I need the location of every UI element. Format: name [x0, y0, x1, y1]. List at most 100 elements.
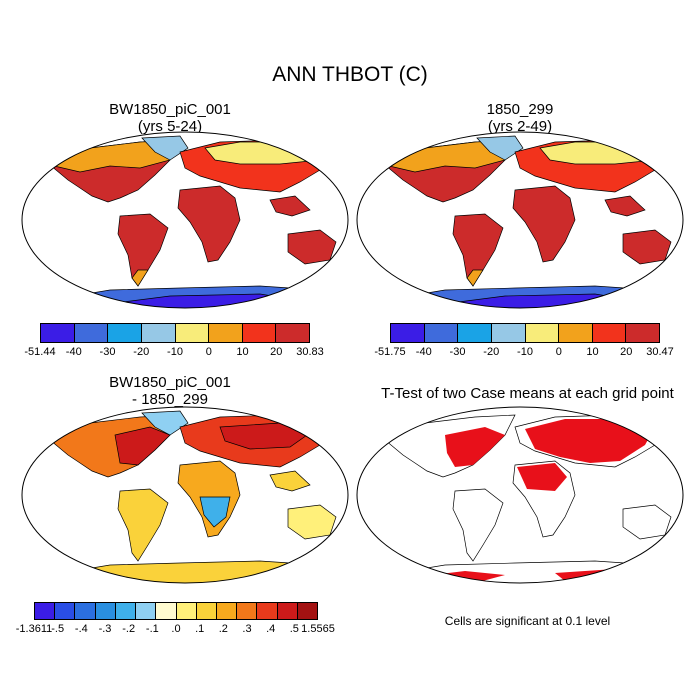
map-case1 — [21, 131, 349, 309]
greenland — [476, 135, 524, 161]
colorbar-tick-label: -51.44 — [24, 346, 56, 358]
colorbar-tick-label: -40 — [415, 346, 432, 358]
diff-title-minus: - 1850_299 — [132, 391, 208, 408]
africa — [512, 185, 576, 263]
colorbar-swatch — [108, 324, 142, 342]
colorbar-tick-label: 20 — [270, 346, 283, 358]
colorbar-tick-label: -20 — [483, 346, 500, 358]
colorbar-swatch — [175, 324, 210, 342]
colorbar-swatch — [209, 324, 243, 342]
colorbar-tick-label: -20 — [133, 346, 150, 358]
colorbar-tick-label: .1 — [195, 623, 205, 635]
colorbar-swatch — [115, 603, 137, 619]
colorbar-swatch — [74, 324, 109, 342]
panel-title-ttest: T-Test of two Case means at each grid po… — [381, 385, 674, 402]
colorbar-swatch — [156, 603, 177, 619]
map-difference — [21, 406, 349, 584]
north-america-east — [114, 426, 171, 466]
colorbar-tick-label: 30.83 — [296, 346, 324, 358]
colorbar-tick-label: -30 — [449, 346, 466, 358]
colorbar-tick-label: -.1 — [145, 623, 159, 635]
colorbar-tick-label: .4 — [266, 623, 276, 635]
colorbar-swatch — [35, 603, 56, 619]
colorbar-tick-label: 0 — [205, 346, 212, 358]
colorbar-swatch — [41, 324, 75, 342]
colorbar-tick-label: -40 — [65, 346, 82, 358]
colorbar-swatch — [277, 603, 298, 619]
diff-title-name: BW1850_piC_001 — [109, 374, 231, 391]
colorbar-swatch — [491, 324, 526, 342]
colorbar-swatch — [216, 603, 238, 619]
colorbar-swatch — [176, 603, 197, 619]
colorbar-swatch — [242, 324, 277, 342]
colorbar-tick-label: 0 — [555, 346, 562, 358]
significant-north-america — [445, 427, 505, 467]
colorbar-swatch — [257, 603, 278, 619]
map-outline — [356, 406, 684, 584]
colorbar-swatch — [424, 324, 459, 342]
colorbar-case2-swatches — [390, 323, 660, 343]
colorbar-tick-label: .5 — [289, 623, 299, 635]
panel-title-case2: 1850_299 (yrs 2-49) — [420, 101, 620, 135]
case2-title-years: (yrs 2-49) — [487, 118, 553, 135]
colorbar-swatch — [297, 603, 318, 619]
colorbar-swatch — [75, 603, 96, 619]
map-outline — [21, 406, 349, 584]
colorbar-case1-labels: -51.44 -40 -30 -20 -10 0 10 20 30.83 — [24, 346, 323, 362]
colorbar-swatch — [276, 324, 309, 342]
colorbar-tick-label: 20 — [620, 346, 633, 358]
colorbar-swatch — [55, 603, 76, 619]
map-ttest — [356, 406, 684, 584]
colorbar-tick-label: -.4 — [74, 623, 88, 635]
colorbar-swatch — [391, 324, 425, 342]
siberia — [204, 141, 326, 165]
panel-title-case1: BW1850_piC_001 (yrs 5-24) — [70, 101, 270, 135]
colorbar-case1: -51.44 -40 -30 -20 -10 0 10 20 30.83 — [24, 323, 324, 362]
colorbar-case2-labels: -51.75 -40 -30 -20 -10 0 10 20 30.47 — [374, 346, 673, 362]
case1-title-name: BW1850_piC_001 — [109, 101, 231, 118]
south-america-tip — [466, 269, 484, 287]
colorbar-tick-label: 1.5565 — [301, 623, 335, 635]
colorbar-swatch — [592, 324, 627, 342]
colorbar-swatch — [458, 324, 492, 342]
siberia — [539, 141, 661, 165]
colorbar-swatch — [196, 603, 217, 619]
significance-note: Cells are significant at 0.1 level — [444, 614, 611, 628]
colorbar-tick-label: -.5 — [51, 623, 65, 635]
southeast-asia — [604, 195, 646, 217]
colorbar-tick-label: -.3 — [98, 623, 112, 635]
colorbar-tick-label: .2 — [218, 623, 228, 635]
colorbar-swatch — [136, 603, 157, 619]
colorbar-case2: -51.75 -40 -30 -20 -10 0 10 20 30.47 — [374, 323, 674, 362]
case1-title-years: (yrs 5-24) — [137, 118, 203, 135]
colorbar-tick-label: .0 — [171, 623, 181, 635]
colorbar-tick-label: -51.75 — [374, 346, 406, 358]
colorbar-tick-label: 10 — [586, 346, 599, 358]
colorbar-diff-swatches — [34, 602, 318, 620]
colorbar-tick-label: -10 — [167, 346, 183, 358]
south-america-outline — [452, 488, 504, 562]
colorbar-tick-label: .3 — [242, 623, 252, 635]
south-america-tip — [131, 269, 149, 287]
colorbar-tick-label: -1.3611 — [15, 623, 53, 635]
colorbar-tick-label: -10 — [517, 346, 533, 358]
map-outline — [21, 131, 349, 309]
colorbar-diff: -1.3611 -.5 -.4 -.3 -.2 -.1 .0 .1 .2 .3 .4 .5 1.5565 — [16, 602, 335, 639]
south-america — [117, 488, 169, 562]
significant-eurasia — [525, 419, 655, 463]
map-outline — [356, 131, 684, 309]
colorbar-tick-label: 30.47 — [646, 346, 674, 358]
colorbar-case1-swatches — [40, 323, 310, 343]
figure-title: ANN THBOT (C) — [272, 63, 428, 86]
colorbar-tick-label: -30 — [99, 346, 116, 358]
map-case2 — [356, 131, 684, 309]
southeast-asia — [269, 470, 311, 492]
colorbar-swatch — [95, 603, 116, 619]
africa — [177, 185, 241, 263]
africa-south — [199, 496, 231, 528]
case2-title-name: 1850_299 — [486, 101, 554, 118]
colorbar-swatch — [559, 324, 593, 342]
colorbar-swatch — [141, 324, 176, 342]
colorbar-diff-labels: -1.3611 -.5 -.4 -.3 -.2 -.1 .0 .1 .2 .3 .4 .5 1.5565 — [16, 623, 335, 639]
colorbar-swatch — [237, 603, 258, 619]
